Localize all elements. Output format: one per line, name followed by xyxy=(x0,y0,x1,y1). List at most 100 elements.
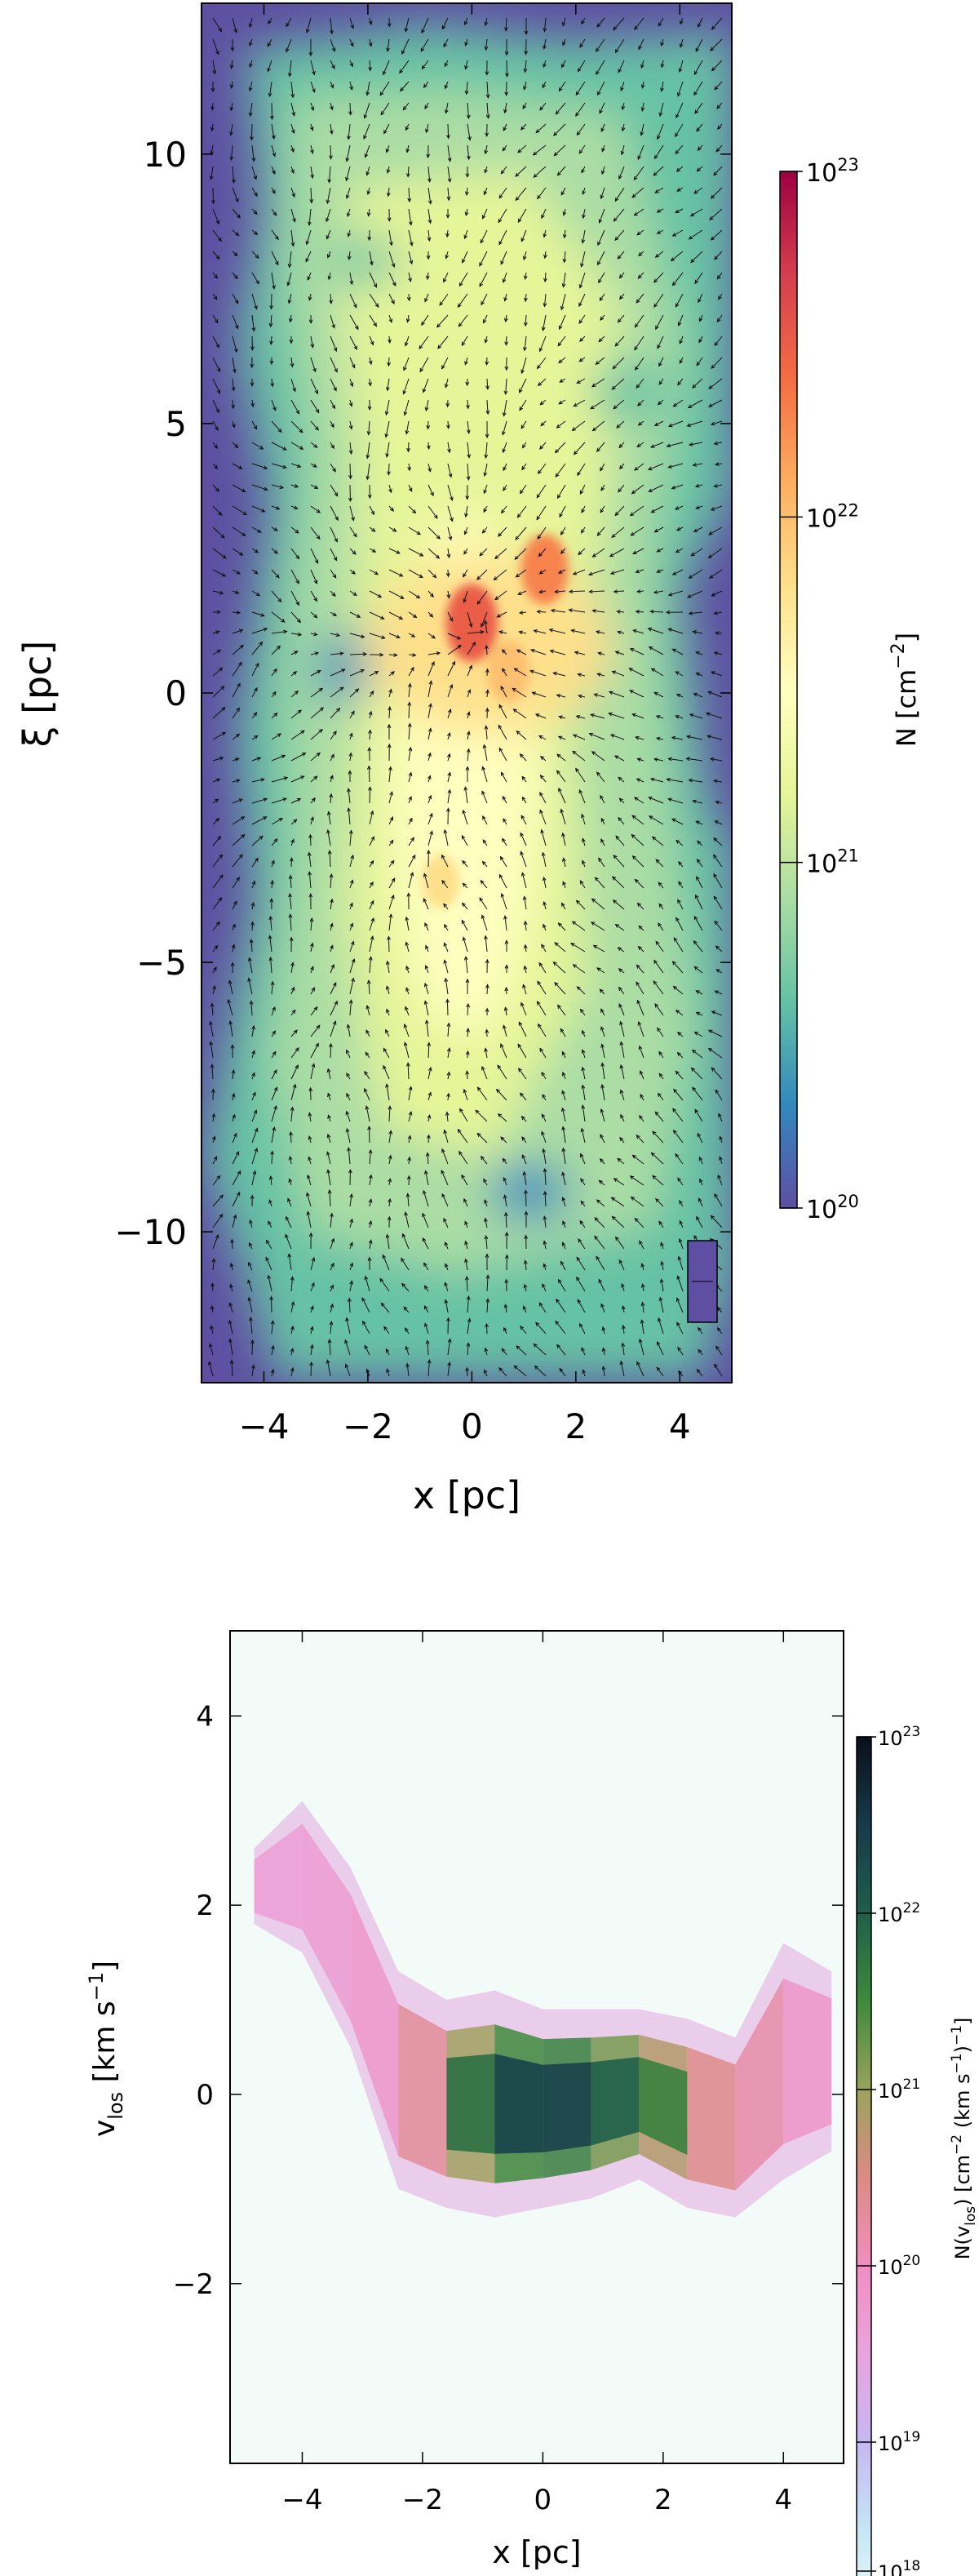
velocity-arrow xyxy=(232,17,237,33)
velocity-arrow xyxy=(589,713,605,719)
velocity-arrow xyxy=(385,144,390,153)
velocity-arrow xyxy=(657,1340,664,1356)
velocity-arrow xyxy=(481,611,488,628)
velocity-arrow xyxy=(591,548,605,557)
velocity-arrow xyxy=(287,251,292,269)
velocity-arrow xyxy=(379,81,390,96)
velocity-arrow xyxy=(617,251,625,260)
velocity-arrow xyxy=(345,1317,351,1335)
velocity-arrow xyxy=(251,420,258,430)
velocity-arrow xyxy=(369,569,379,575)
velocity-arrow xyxy=(251,463,268,469)
velocity-arrow xyxy=(388,335,392,344)
velocity-arrow xyxy=(695,1011,703,1016)
velocity-arrow xyxy=(640,123,645,136)
velocity-arrow xyxy=(542,1283,547,1292)
velocity-arrow xyxy=(575,899,586,910)
velocity-arrow xyxy=(330,1020,337,1037)
velocity-arrow xyxy=(596,1199,605,1207)
velocity-arrow xyxy=(555,102,566,115)
velocity-arrow xyxy=(406,892,411,910)
velocity-arrow xyxy=(658,17,664,27)
velocity-arrow xyxy=(369,272,377,288)
velocity-arrow xyxy=(476,1132,488,1144)
velocity-arrow xyxy=(676,694,684,698)
velocity-arrow xyxy=(290,569,299,584)
velocity-arrow xyxy=(467,1317,472,1335)
velocity-arrow xyxy=(426,1134,431,1144)
velocity-arrow xyxy=(480,229,488,244)
velocity-arrow xyxy=(592,944,605,953)
velocity-arrow xyxy=(714,920,723,931)
velocity-arrow xyxy=(501,649,507,655)
velocity-arrow xyxy=(484,144,488,155)
velocity-arrow xyxy=(446,1071,451,1080)
velocity-arrow xyxy=(422,1237,429,1250)
velocity-arrow xyxy=(466,102,471,120)
velocity-arrow xyxy=(556,1298,566,1313)
velocity-arrow xyxy=(694,102,703,114)
velocity-arrow xyxy=(597,229,605,246)
velocity-arrow xyxy=(424,399,429,412)
velocity-arrow xyxy=(349,38,354,47)
velocity-arrow xyxy=(265,1239,272,1250)
velocity-arrow xyxy=(638,38,645,51)
velocity-arrow xyxy=(579,38,586,48)
velocity-arrow xyxy=(363,102,370,119)
velocity-arrow xyxy=(539,442,547,450)
velocity-arrow xyxy=(716,314,723,323)
velocity-arrow xyxy=(500,892,507,910)
velocity-arrow xyxy=(582,859,586,868)
velocity-arrow xyxy=(557,922,566,931)
velocity-arrow xyxy=(419,335,429,350)
velocity-arrow xyxy=(581,505,586,513)
velocity-arrow xyxy=(212,590,224,595)
velocity-arrow xyxy=(270,1150,274,1165)
velocity-arrow xyxy=(534,713,547,719)
velocity-arrow xyxy=(543,272,547,283)
velocity-arrow xyxy=(522,251,527,261)
velocity-arrow xyxy=(367,229,372,242)
velocity-arrow xyxy=(405,1362,410,1377)
velocity-arrow xyxy=(614,229,625,242)
velocity-arrow xyxy=(232,442,239,449)
velocity-arrow xyxy=(232,1191,241,1207)
pv-y-tick-label: 2 xyxy=(196,1890,214,1922)
velocity-arrow xyxy=(695,38,703,53)
velocity-arrow xyxy=(290,1300,295,1313)
velocity-arrow xyxy=(708,569,723,579)
velocity-arrow xyxy=(532,144,547,156)
velocity-arrow xyxy=(483,620,488,634)
velocity-arrow xyxy=(582,208,586,220)
velocity-arrow xyxy=(600,123,605,133)
velocity-arrow xyxy=(536,1001,547,1016)
velocity-arrow xyxy=(388,705,392,719)
map-y-tick-label: −5 xyxy=(136,943,187,983)
velocity-arrow xyxy=(364,1070,370,1080)
velocity-arrow xyxy=(383,123,390,135)
velocity-arrow xyxy=(347,229,352,238)
velocity-arrow xyxy=(575,715,586,719)
velocity-arrow xyxy=(247,1279,253,1292)
velocity-arrow xyxy=(711,357,723,370)
velocity-arrow xyxy=(479,548,488,557)
velocity-arrow xyxy=(227,998,233,1016)
velocity-arrow xyxy=(713,651,723,655)
velocity-arrow xyxy=(290,1083,297,1101)
velocity-arrow xyxy=(562,208,567,216)
velocity-arrow xyxy=(549,649,566,655)
velocity-arrow xyxy=(384,420,390,438)
velocity-arrow xyxy=(267,1274,272,1292)
velocity-arrow xyxy=(716,272,723,280)
velocity-arrow xyxy=(368,729,372,740)
velocity-arrow xyxy=(484,38,489,51)
velocity-arrow xyxy=(555,463,566,478)
velocity-arrow xyxy=(598,857,605,868)
velocity-arrow xyxy=(636,1361,645,1377)
velocity-arrow xyxy=(693,966,703,974)
velocity-arrow xyxy=(556,1344,566,1356)
pv-x-tick-label: 4 xyxy=(774,2484,792,2516)
velocity-arrow xyxy=(651,836,664,846)
velocity-arrow xyxy=(441,357,449,370)
